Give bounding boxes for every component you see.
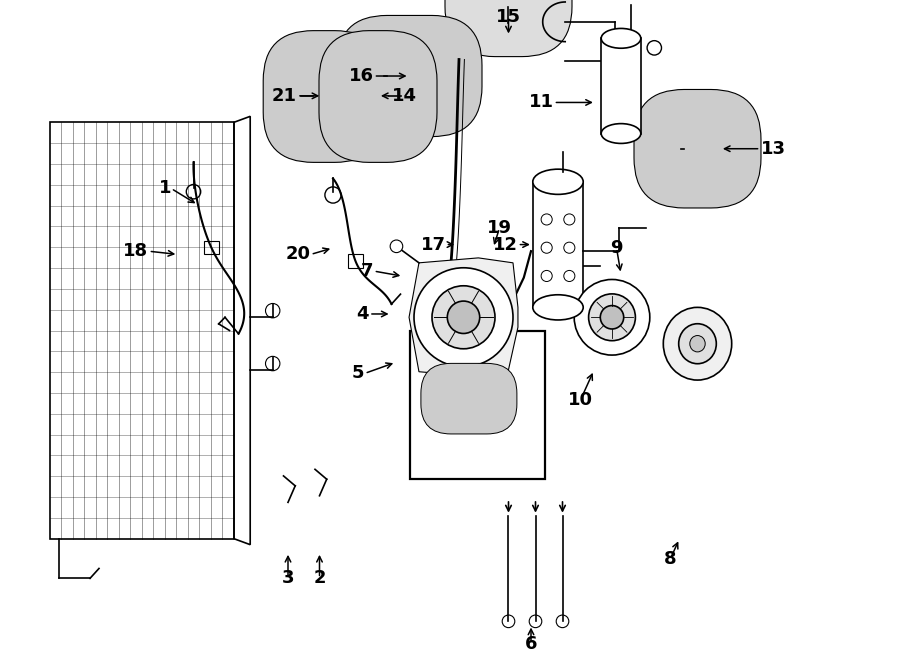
Text: 7: 7 bbox=[361, 262, 374, 280]
FancyBboxPatch shape bbox=[445, 0, 572, 57]
Text: 18: 18 bbox=[123, 242, 148, 260]
Circle shape bbox=[589, 294, 635, 340]
Text: 6: 6 bbox=[525, 635, 537, 654]
FancyBboxPatch shape bbox=[634, 89, 761, 208]
Ellipse shape bbox=[689, 336, 706, 352]
Ellipse shape bbox=[663, 307, 732, 380]
Text: 20: 20 bbox=[285, 245, 310, 264]
Circle shape bbox=[432, 286, 495, 349]
Ellipse shape bbox=[601, 28, 641, 48]
Bar bbox=[533, 182, 583, 307]
Circle shape bbox=[647, 41, 662, 55]
Text: 16: 16 bbox=[348, 67, 374, 85]
Polygon shape bbox=[409, 258, 518, 377]
Ellipse shape bbox=[679, 324, 716, 364]
Bar bbox=[204, 241, 219, 254]
Text: 2: 2 bbox=[313, 569, 326, 588]
Text: 19: 19 bbox=[487, 219, 512, 237]
Circle shape bbox=[451, 42, 467, 58]
Ellipse shape bbox=[601, 124, 641, 143]
FancyBboxPatch shape bbox=[421, 364, 517, 434]
Circle shape bbox=[186, 184, 201, 199]
FancyBboxPatch shape bbox=[337, 15, 482, 137]
Text: 13: 13 bbox=[760, 139, 786, 158]
Circle shape bbox=[556, 615, 569, 628]
Text: 11: 11 bbox=[528, 93, 554, 112]
Text: 12: 12 bbox=[492, 235, 517, 254]
Circle shape bbox=[325, 187, 341, 203]
Text: 9: 9 bbox=[610, 239, 623, 257]
Text: 4: 4 bbox=[356, 305, 369, 323]
FancyBboxPatch shape bbox=[263, 30, 385, 163]
Circle shape bbox=[574, 280, 650, 355]
Text: 15: 15 bbox=[496, 7, 521, 26]
FancyBboxPatch shape bbox=[319, 30, 437, 163]
Text: 1: 1 bbox=[158, 179, 171, 198]
Bar bbox=[410, 330, 544, 479]
Circle shape bbox=[600, 305, 624, 329]
Bar bbox=[348, 254, 363, 268]
Text: 17: 17 bbox=[420, 235, 446, 254]
Text: 3: 3 bbox=[282, 569, 294, 588]
Text: 21: 21 bbox=[272, 87, 297, 105]
Circle shape bbox=[529, 615, 542, 628]
Circle shape bbox=[447, 301, 480, 334]
Ellipse shape bbox=[533, 295, 583, 320]
Text: 14: 14 bbox=[392, 87, 417, 105]
Ellipse shape bbox=[533, 169, 583, 194]
Text: 8: 8 bbox=[664, 549, 677, 568]
Circle shape bbox=[454, 385, 466, 397]
Text: 5: 5 bbox=[352, 364, 365, 383]
Circle shape bbox=[502, 615, 515, 628]
Circle shape bbox=[391, 240, 403, 253]
Circle shape bbox=[414, 268, 513, 367]
Bar bbox=[601, 38, 641, 134]
Text: 10: 10 bbox=[568, 391, 593, 409]
